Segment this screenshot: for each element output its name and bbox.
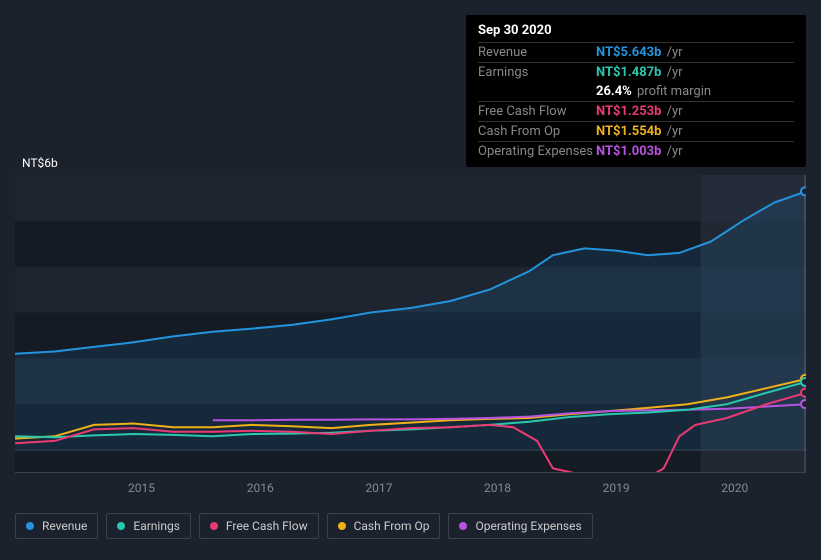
- tooltip-label: Operating Expenses: [478, 144, 596, 159]
- tooltip-date: Sep 30 2020: [478, 23, 794, 42]
- tooltip-label: Revenue: [478, 45, 596, 60]
- legend-swatch: [338, 522, 346, 530]
- tooltip-row: Cash From OpNT$1.554b /yr: [478, 121, 794, 141]
- tooltip-label: Earnings: [478, 65, 596, 80]
- tooltip-value: NT$1.253b /yr: [596, 104, 683, 119]
- tooltip-value: NT$1.003b /yr: [596, 144, 683, 159]
- legend-item-operating-expenses[interactable]: Operating Expenses: [448, 513, 592, 539]
- x-axis-label: 2019: [603, 481, 630, 495]
- tooltip-value: NT$1.554b /yr: [596, 124, 683, 139]
- legend-item-cash-from-op[interactable]: Cash From Op: [327, 513, 441, 539]
- legend: Revenue Earnings Free Cash Flow Cash From O…: [15, 513, 593, 539]
- tooltip-label: Free Cash Flow: [478, 104, 596, 119]
- legend-item-revenue[interactable]: Revenue: [15, 513, 98, 539]
- tooltip-value: 26.4% profit margin: [596, 84, 711, 99]
- tooltip-label: [478, 84, 596, 99]
- x-axis-label: 2015: [128, 481, 155, 495]
- chart-tooltip: Sep 30 2020 RevenueNT$5.643b /yrEarnings…: [466, 15, 806, 167]
- x-axis-label: 2018: [484, 481, 511, 495]
- x-axis-label: 2017: [365, 481, 392, 495]
- legend-label: Cash From Op: [354, 519, 430, 533]
- legend-swatch: [459, 522, 467, 530]
- legend-label: Operating Expenses: [475, 519, 581, 533]
- tooltip-value: NT$1.487b /yr: [596, 65, 683, 80]
- legend-label: Earnings: [133, 519, 180, 533]
- tooltip-row: Operating ExpensesNT$1.003b /yr: [478, 141, 794, 161]
- tooltip-row: RevenueNT$5.643b /yr: [478, 42, 794, 62]
- legend-swatch: [210, 522, 218, 530]
- financial-chart[interactable]: [15, 175, 806, 473]
- legend-label: Revenue: [42, 519, 87, 533]
- tooltip-row: EarningsNT$1.487b /yr: [478, 62, 794, 82]
- legend-label: Free Cash Flow: [226, 519, 308, 533]
- x-axis-label: 2016: [247, 481, 274, 495]
- tooltip-row: Free Cash FlowNT$1.253b /yr: [478, 101, 794, 121]
- tooltip-row: 26.4% profit margin: [478, 82, 794, 101]
- legend-swatch: [117, 522, 125, 530]
- legend-item-earnings[interactable]: Earnings: [106, 513, 191, 539]
- tooltip-label: Cash From Op: [478, 124, 596, 139]
- legend-swatch: [26, 522, 34, 530]
- tooltip-value: NT$5.643b /yr: [596, 45, 683, 60]
- y-axis-label: NT$6b: [22, 156, 58, 170]
- x-axis-label: 2020: [721, 481, 748, 495]
- legend-item-free-cash-flow[interactable]: Free Cash Flow: [199, 513, 319, 539]
